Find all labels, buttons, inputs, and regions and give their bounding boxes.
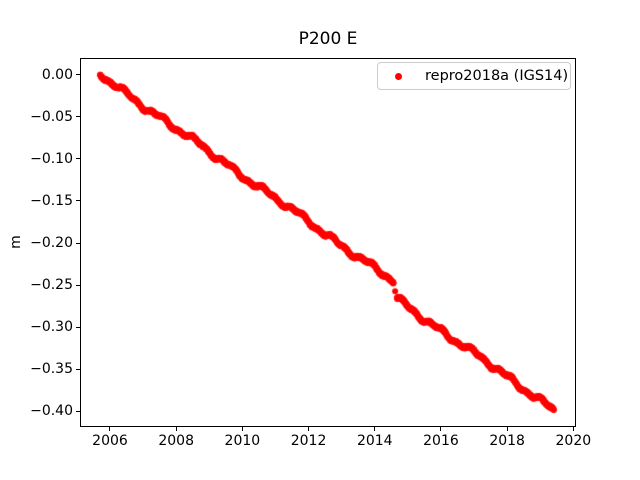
x-tick-label: 2012	[290, 433, 327, 449]
y-tick-label: −0.40	[30, 403, 73, 420]
y-tick-label: −0.30	[30, 319, 73, 336]
x-tick-mark	[109, 427, 111, 431]
legend: repro2018a (IGS14)	[377, 62, 571, 90]
x-tick-mark	[175, 427, 177, 431]
scatter-series-canvas	[80, 58, 576, 427]
y-tick-label: −0.25	[30, 277, 73, 293]
x-tick-mark	[506, 427, 508, 431]
x-tick-mark	[241, 427, 243, 431]
x-tick-mark	[572, 427, 574, 431]
y-tick-label: −0.10	[30, 150, 73, 167]
y-tick-label: −0.35	[30, 361, 73, 378]
y-tick-mark	[76, 200, 80, 202]
y-tick-mark	[76, 368, 80, 370]
x-tick-label: 2016	[423, 433, 459, 449]
x-tick-label: 2014	[356, 433, 393, 449]
chart-title: P200 E	[298, 29, 358, 49]
y-tick-label: −0.15	[30, 192, 73, 209]
y-tick-mark	[76, 242, 80, 244]
y-tick-mark	[76, 158, 80, 160]
x-tick-label: 2008	[158, 433, 194, 449]
y-tick-mark	[76, 284, 80, 286]
x-tick-mark	[308, 427, 310, 431]
y-tick-label: −0.20	[30, 235, 73, 251]
x-tick-label: 2010	[224, 433, 261, 449]
y-tick-label: 0.00	[41, 66, 73, 83]
y-tick-mark	[76, 116, 80, 118]
x-tick-label: 2006	[92, 433, 128, 449]
legend-marker-icon	[395, 72, 402, 80]
plot-area	[80, 58, 576, 427]
y-tick-mark	[76, 74, 80, 76]
y-tick-mark	[76, 326, 80, 328]
x-tick-label: 2018	[489, 433, 525, 449]
x-tick-mark	[440, 427, 442, 431]
y-tick-mark	[76, 410, 80, 412]
x-tick-mark	[374, 427, 376, 431]
legend-label: repro2018a (IGS14)	[425, 68, 569, 84]
x-tick-label: 2020	[555, 433, 592, 449]
y-tick-label: −0.05	[30, 108, 73, 125]
